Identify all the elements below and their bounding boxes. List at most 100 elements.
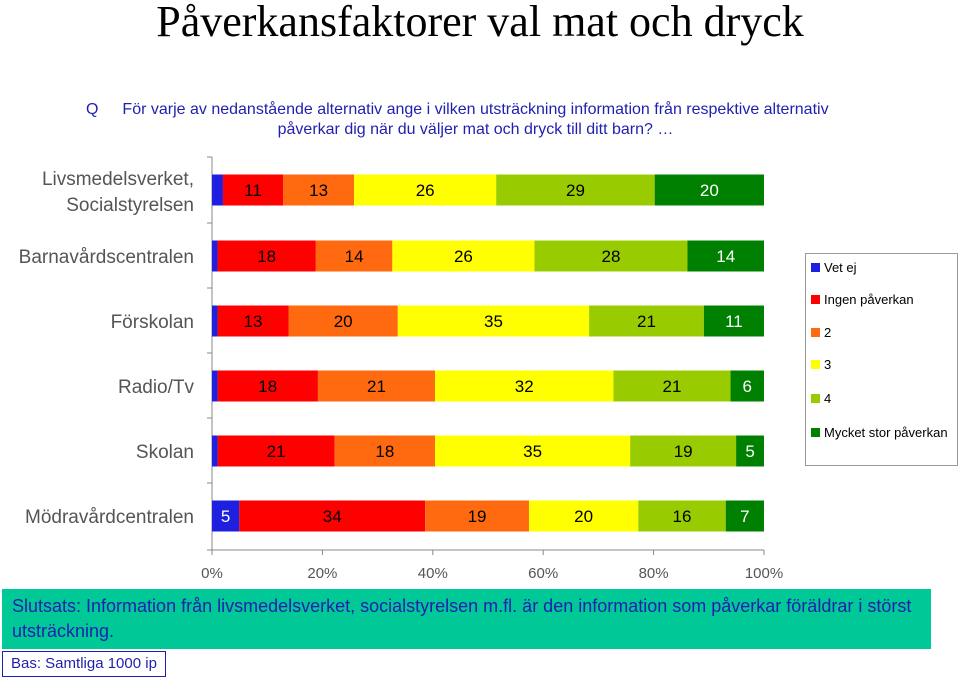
legend-entry: Vet ej [811,260,954,275]
data-label: 16 [673,507,692,526]
legend-label: 4 [824,391,832,406]
bar-segment [354,174,497,206]
bar-segment [392,240,535,272]
survey-question: Q För varje av nedanstående alternativ a… [86,100,846,140]
bar-segment [239,500,426,532]
category-label: Mödravårdcentralen [25,507,194,528]
bar-segment [435,370,614,402]
data-label: 14 [716,247,735,266]
data-label: 35 [523,442,542,461]
bar-segment [589,305,704,337]
bar-segment [654,174,764,206]
legend-entry: 2 [811,325,954,340]
data-label: 6 [743,377,752,396]
x-tick-label: 60% [528,565,558,582]
data-label: 7 [740,507,749,526]
data-label: 20 [574,507,593,526]
bar-segment [315,240,393,272]
x-tick-label: 100% [745,565,783,582]
page-title: Påverkansfaktorer val mat och dryck [156,0,804,46]
bar-segment [730,370,764,402]
category-label: Livsmedelsverket, Socialstyrelsen [42,169,194,216]
data-label: 14 [345,247,364,266]
bar-segment [222,174,284,206]
bar-segment [212,174,223,206]
category-label: Barnavårdscentralen [19,247,194,268]
question-text: För varje av nedanstående alternativ ang… [122,101,829,138]
legend-swatch [811,328,820,337]
legend-swatch [811,263,820,272]
bar-segment [703,305,764,337]
stacked-bar-chart: 0% 20% 40% 60% 80% 100% Livsmedelsverket, Socia… [19,156,783,582]
bar-segment [212,305,218,337]
data-label: 13 [244,312,263,331]
bar-segment [736,435,764,467]
bar-segment [528,500,639,532]
data-label: 19 [674,442,693,461]
data-label: 28 [602,247,621,266]
category-label: Radio/Tv [118,377,195,398]
data-label: 21 [637,312,656,331]
data-label: 20 [700,181,719,200]
question-prefix: Q [86,101,99,118]
data-label: 35 [484,312,503,331]
bar-segment [425,500,529,532]
bar-segment [638,500,726,532]
bar-segment [288,305,398,337]
data-label: 13 [309,181,328,200]
bar-segment [217,370,318,402]
legend-entry: Mycket stor påverkan [811,425,954,440]
data-label: 11 [725,312,743,331]
legend-swatch [811,295,820,304]
bar-segment [212,435,218,467]
category-label: Förskolan [111,312,194,333]
data-label: 18 [257,247,276,266]
bar-segment [283,174,355,206]
x-tick-label: 40% [418,565,448,582]
bar-segment [217,240,316,272]
data-label: 26 [416,181,435,200]
legend-label: Ingen påverkan [824,292,914,307]
bar-segment [435,435,631,467]
legend-label: 3 [824,357,832,372]
bar-segment [687,240,764,272]
bar-segment [496,174,655,206]
bar-segment [212,370,218,402]
bar-segment [613,370,731,402]
legend-swatch [811,394,820,403]
category-label: Skolan [136,442,194,463]
data-label: 26 [454,247,473,266]
bar-segment [217,435,335,467]
data-label: 5 [221,507,230,526]
legend-label: Vet ej [824,260,857,275]
x-tick-label: 80% [639,565,669,582]
legend-entry: 3 [811,357,954,372]
conclusion-box: Slutsats: Information från livsmedelsver… [2,589,931,649]
data-label: 19 [468,507,487,526]
data-label: 21 [663,377,682,396]
bar-segment [334,435,436,467]
data-label: 20 [334,312,353,331]
bar-segment [725,500,764,532]
legend-entry: Ingen påverkan [811,292,954,307]
data-label: 21 [267,442,286,461]
bar-segment [217,305,289,337]
data-label: 18 [258,377,277,396]
data-label: 18 [375,442,394,461]
legend-label: 2 [824,325,832,340]
data-label: 11 [244,181,262,200]
legend-entry: 4 [811,391,954,406]
bar-segment [212,500,240,532]
bar-segment [534,240,688,272]
bar-segment [397,305,590,337]
x-tick-label: 20% [307,565,337,582]
data-label: 5 [745,442,754,461]
legend-label: Mycket stor påverkan [824,425,948,440]
bar-segment [317,370,436,402]
bar-segment [630,435,737,467]
x-tick-label: 0% [201,565,223,582]
data-label: 32 [515,377,534,396]
data-label: 29 [566,181,585,200]
base-note: Bas: Samtliga 1000 ip [2,651,166,677]
data-label: 34 [323,507,342,526]
